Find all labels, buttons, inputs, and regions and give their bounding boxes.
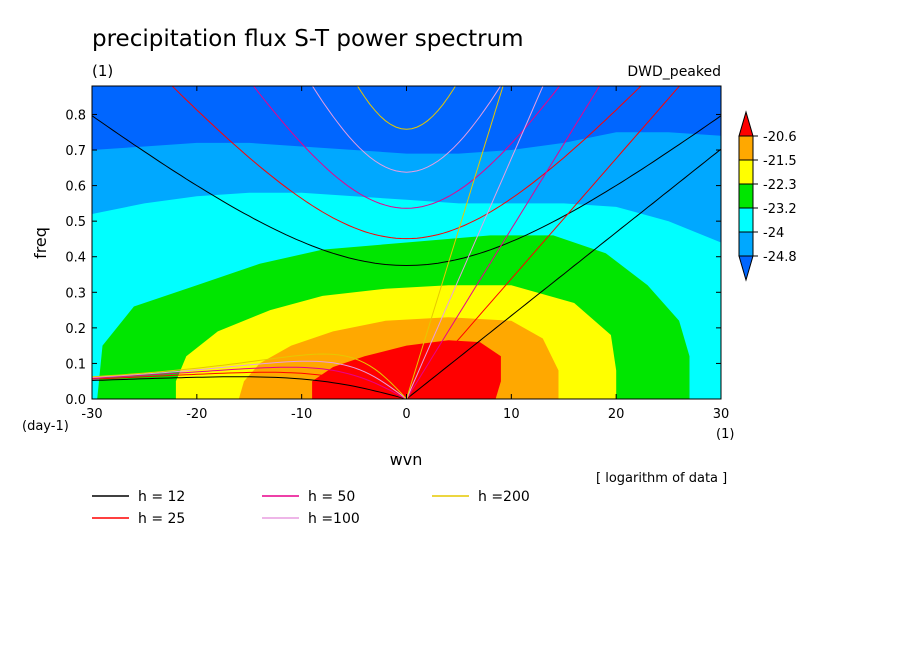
y-tick-label: 0.7 [65,144,86,159]
legend-label: h = 25 [138,511,185,527]
kelvin-curve-h25 [406,86,681,399]
colorbar-segment [738,135,754,161]
dataset-label: DWD_peaked [627,64,721,80]
inertia-gravity-curve-h50 [252,86,561,209]
x-tick-label: 10 [503,407,520,422]
y-tick-label: 0.5 [65,215,86,230]
y-tick-label: 0.4 [65,251,86,266]
y-tick-label: 0.0 [65,393,86,408]
x-units-left: (day-1) [22,419,69,434]
legend-label: h = 12 [138,489,185,505]
rossby-curve-h200 [92,353,407,399]
colorbar-top-arrow [738,110,754,137]
legend: h = 12 h = 25 h = 50 h =100 h =200 [92,489,530,527]
y-tick-label: 0.3 [65,286,86,301]
kelvin-curve-h100 [406,86,544,399]
legend-label: h =200 [478,489,530,505]
y-tick-label: 0.6 [65,180,86,195]
rossby-curve-h25 [92,371,407,399]
colorbar-bottom-arrow [738,255,754,282]
x-tick-label: -30 [81,407,102,422]
x-tick-label: -10 [291,407,312,422]
colorbar-label: -23.2 [763,202,797,217]
rossby-curve-h12 [92,376,407,399]
dispersion-curves [92,86,721,399]
contour-fills [92,86,721,399]
x-tick-label: 0 [402,407,410,422]
x-axis: -30 -20 -10 0 10 20 30 [81,86,729,422]
x-tick-label: 20 [608,407,625,422]
rossby-curve-h50 [92,366,407,399]
y-axis: 0.0 0.1 0.2 0.3 0.4 0.5 0.6 0.7 0.8 [65,108,721,408]
inertia-gravity-curve-h12 [92,115,721,267]
kelvin-curve-h12 [406,148,721,399]
colorbar-label: -20.6 [763,130,797,145]
colorbar-segment [738,231,754,257]
x-axis-label: wvn [390,450,423,469]
colorbar-label: -21.5 [763,154,797,169]
kelvin-curve-h50 [406,86,601,399]
colorbar-segment [738,159,754,185]
inertia-gravity-curve-h200 [357,86,456,130]
colorbar-label: -22.3 [763,178,797,193]
colorbar-segment [738,207,754,233]
inertia-gravity-curve-h25 [171,86,642,240]
x-tick-label: 30 [713,407,730,422]
inertia-gravity-curve-h100 [311,86,502,173]
rossby-curve-h100 [92,360,407,399]
x-units-right: (1) [716,427,734,442]
y-tick-label: 0.8 [65,108,86,123]
colorbar-label: -24 [763,226,784,241]
kelvin-curve-h200 [406,86,504,399]
legend-label: h =100 [308,511,360,527]
legend-label: h = 50 [308,489,355,505]
data-note: [ logarithm of data ] [596,471,727,486]
contour-region-6 [312,340,501,399]
y-units-label: (1) [92,62,113,80]
y-tick-label: 0.2 [65,322,86,337]
x-tick-label: -20 [186,407,207,422]
y-tick-label: 0.1 [65,357,86,372]
colorbar-label: -24.8 [763,250,797,265]
colorbar-segment [738,183,754,209]
y-axis-label: freq [31,227,50,259]
chart-title: precipitation flux S-T power spectrum [92,26,524,52]
colorbar: -24.8 -24 -23.2 -22.3 -21.5 -20.6 [738,110,797,282]
